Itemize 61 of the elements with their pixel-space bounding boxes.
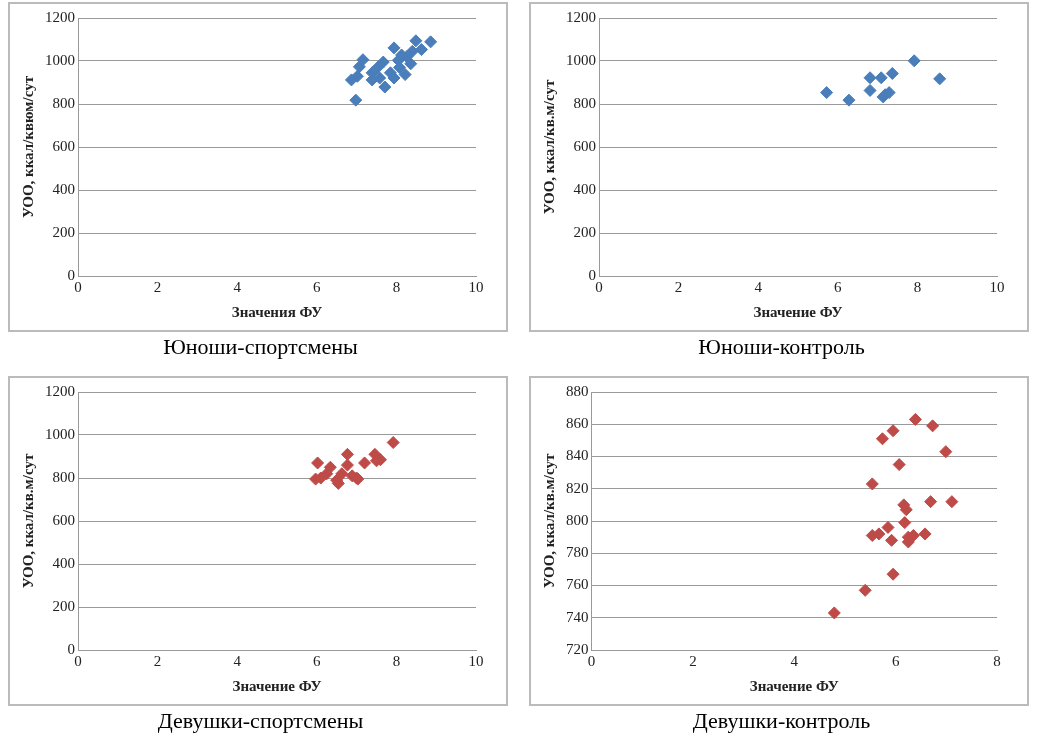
y-axis-title: УОО, ккал/кв.м/сут bbox=[540, 453, 557, 589]
x-tick-label: 8 bbox=[392, 652, 401, 669]
x-tick-label: 8 bbox=[913, 278, 922, 295]
y-tick-label: 200 bbox=[52, 223, 75, 240]
y-tick-label: 400 bbox=[52, 554, 75, 571]
x-tick-label: 8 bbox=[392, 278, 401, 295]
text: Девушки-контроль bbox=[691, 708, 872, 734]
text: Юноши-контроль bbox=[697, 334, 866, 360]
y-tick-label: 1200 bbox=[45, 8, 75, 25]
x-tick-label: 4 bbox=[790, 652, 799, 669]
y-tick-label: 800 bbox=[52, 468, 75, 485]
y-tick-label: 200 bbox=[573, 223, 596, 240]
y-tick-label: 0 bbox=[67, 640, 75, 657]
x-tick-label: 4 bbox=[233, 278, 242, 295]
x-tick-label: 10 bbox=[468, 652, 484, 669]
x-tick-label: 6 bbox=[834, 278, 843, 295]
y-tick-label: 1000 bbox=[45, 51, 75, 68]
y-tick-label: 860 bbox=[566, 415, 589, 432]
text: Девушки-спортсмены bbox=[156, 708, 365, 734]
y-tick-label: 0 bbox=[67, 266, 75, 283]
x-tick-label: 2 bbox=[689, 652, 697, 669]
y-tick-label: 1200 bbox=[566, 8, 596, 25]
y-axis-title: УОО, ккал/квюм/сут bbox=[19, 75, 36, 219]
y-tick-label: 760 bbox=[566, 576, 589, 593]
y-tick-label: 880 bbox=[566, 382, 589, 399]
x-tick-label: 2 bbox=[153, 652, 162, 669]
x-tick-label: 6 bbox=[313, 652, 322, 669]
x-axis-title: Значения ФУ bbox=[231, 303, 323, 320]
y-tick-label: 740 bbox=[566, 608, 589, 625]
y-tick-label: 1000 bbox=[566, 51, 596, 68]
y-tick-label: 400 bbox=[573, 180, 596, 197]
x-tick-label: 8 bbox=[993, 652, 1001, 669]
y-tick-label: 600 bbox=[573, 137, 596, 154]
x-tick-label: 6 bbox=[313, 278, 322, 295]
x-tick-label: 2 bbox=[674, 278, 683, 295]
x-tick-label: 10 bbox=[468, 278, 484, 295]
y-tick-label: 0 bbox=[588, 266, 596, 283]
x-tick-label: 10 bbox=[989, 278, 1005, 295]
x-tick-label: 2 bbox=[153, 278, 162, 295]
x-axis-title: Значение ФУ bbox=[232, 677, 322, 694]
y-tick-label: 200 bbox=[52, 597, 75, 614]
y-axis-title: УОО, ккал/кв.м/сут bbox=[19, 453, 36, 589]
y-tick-label: 800 bbox=[573, 94, 596, 111]
y-tick-label: 800 bbox=[52, 94, 75, 111]
x-axis-title: Значение ФУ bbox=[753, 303, 843, 320]
y-tick-label: 600 bbox=[52, 511, 75, 528]
y-tick-label: 1000 bbox=[45, 425, 75, 442]
x-tick-label: 4 bbox=[754, 278, 763, 295]
x-tick-label: 6 bbox=[891, 652, 900, 669]
y-tick-label: 820 bbox=[566, 479, 589, 496]
y-tick-label: 780 bbox=[566, 544, 589, 561]
y-tick-label: 400 bbox=[52, 180, 75, 197]
x-tick-label: 4 bbox=[233, 652, 242, 669]
y-tick-label: 600 bbox=[52, 137, 75, 154]
text: Юноши-спортсмены bbox=[162, 334, 359, 360]
y-axis-title: УОО, ккал/кв.м/сут bbox=[540, 79, 557, 215]
y-tick-label: 800 bbox=[566, 511, 589, 528]
y-tick-label: 1200 bbox=[45, 382, 75, 399]
y-tick-label: 840 bbox=[566, 447, 589, 464]
y-tick-label: 720 bbox=[566, 640, 589, 657]
x-axis-title: Значение ФУ bbox=[749, 677, 839, 694]
